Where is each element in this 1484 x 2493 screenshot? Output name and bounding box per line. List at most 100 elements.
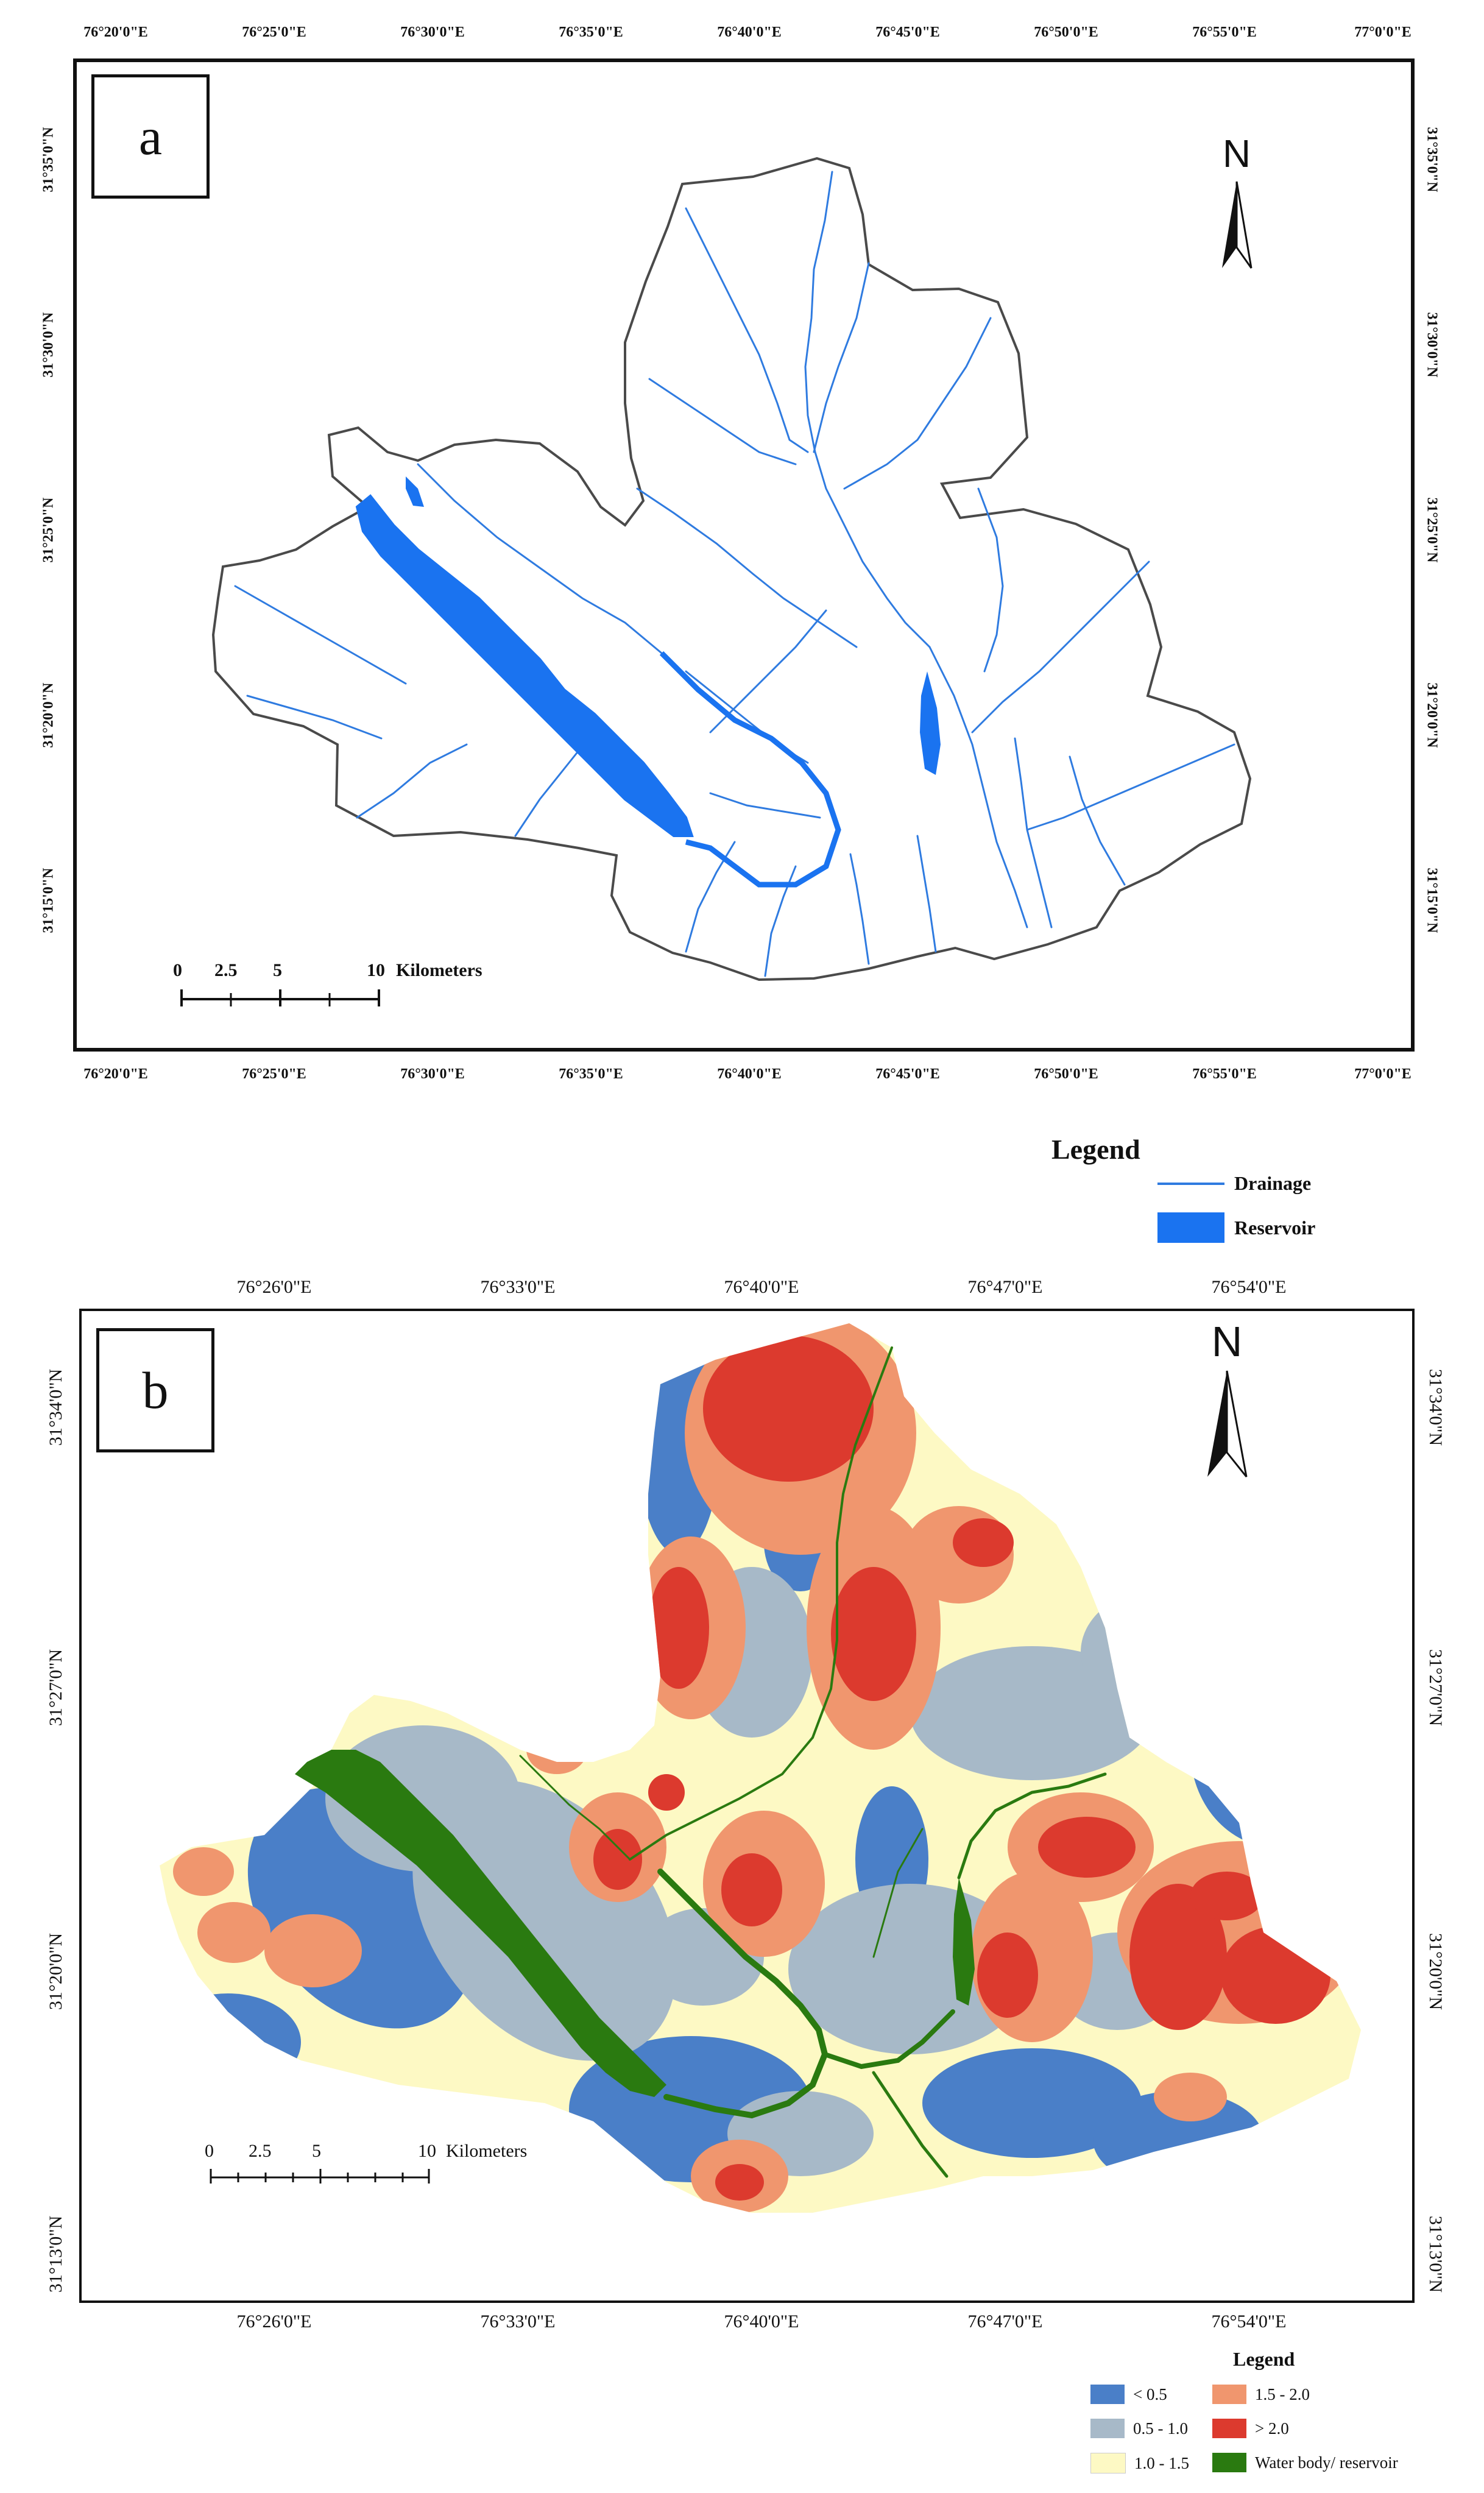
y-tick-label: 31°20'0"N bbox=[1426, 1933, 1446, 2010]
y-tick-label: 31°30'0"N bbox=[40, 312, 57, 378]
legend-label: < 0.5 bbox=[1133, 2385, 1167, 2403]
drainage-line bbox=[813, 262, 870, 453]
legend-swatch bbox=[1212, 2385, 1246, 2404]
x-tick-label: 76°47'0"E bbox=[967, 2311, 1043, 2332]
x-tick-label: 76°25'0"E bbox=[242, 1066, 306, 1082]
x-tick-label: 76°55'0"E bbox=[1192, 24, 1257, 40]
drainage-line bbox=[916, 835, 937, 953]
reservoir bbox=[355, 494, 694, 837]
reservoir bbox=[406, 476, 424, 507]
legend-title: Legend bbox=[1233, 2348, 1295, 2370]
x-tick-label: 76°45'0"E bbox=[875, 24, 940, 40]
legend-label: 1.5 - 2.0 bbox=[1255, 2385, 1310, 2403]
x-tick-label: 76°50'0"E bbox=[1034, 1066, 1098, 1082]
x-tick-label: 77°0'0"E bbox=[1354, 1066, 1412, 1082]
x-tick-label: 76°40'0"E bbox=[717, 24, 782, 40]
x-tick-label: 76°54'0"E bbox=[1211, 1277, 1287, 1297]
drainage-line bbox=[685, 207, 809, 453]
x-tick-label: 76°30'0"E bbox=[400, 1066, 465, 1082]
legend-title: Legend bbox=[1051, 1134, 1140, 1165]
y-tick-label: 31°15'0"N bbox=[1424, 868, 1440, 933]
legend-swatch bbox=[1090, 2385, 1125, 2404]
scale-label: 5 bbox=[312, 2141, 321, 2161]
legend-item: Water body/ reservoir bbox=[1212, 2453, 1398, 2472]
panel-b-label: b bbox=[96, 1328, 214, 1452]
x-tick-label: 76°20'0"E bbox=[83, 1066, 148, 1082]
x-tick-label: 76°25'0"E bbox=[242, 24, 306, 40]
legend-item: > 2.0 bbox=[1212, 2419, 1289, 2438]
legend-item: 1.5 - 2.0 bbox=[1212, 2385, 1310, 2404]
legend-item-drainage: Drainage bbox=[1157, 1172, 1311, 1195]
river-line bbox=[872, 1828, 924, 1958]
legend-label: Reservoir bbox=[1234, 1216, 1316, 1239]
y-tick-label: 31°25'0"N bbox=[1424, 497, 1440, 563]
river-line bbox=[872, 2071, 949, 2178]
watershed-boundary bbox=[211, 157, 1252, 981]
drainage-line bbox=[804, 171, 931, 648]
legend-label: > 2.0 bbox=[1255, 2419, 1289, 2438]
legend-label: Water body/ reservoir bbox=[1255, 2453, 1398, 2472]
drainage-line bbox=[977, 487, 1004, 673]
y-tick-label: 31°13'0"N bbox=[46, 2215, 66, 2293]
drainage-line bbox=[849, 853, 870, 965]
drainage-line bbox=[971, 560, 1150, 734]
scale-unit: Kilometers bbox=[396, 960, 482, 980]
drainage-line bbox=[648, 378, 797, 465]
y-tick-label: 31°15'0"N bbox=[40, 868, 57, 933]
river-line bbox=[811, 1346, 893, 1739]
drainage-line bbox=[709, 792, 821, 819]
x-tick-label: 76°40'0"E bbox=[724, 1277, 799, 1297]
y-tick-label: 31°35'0"N bbox=[1424, 127, 1440, 193]
main-river bbox=[659, 651, 841, 888]
x-tick-label: 76°55'0"E bbox=[1192, 1066, 1257, 1082]
river-line bbox=[822, 2009, 955, 2070]
reservoir bbox=[953, 1878, 975, 2006]
scale-label: 10 bbox=[418, 2141, 436, 2161]
panel-a-map-frame: N a 0 2.5 5 10 Kilometers bbox=[73, 58, 1415, 1052]
x-tick-label: 76°33'0"E bbox=[480, 1277, 556, 1297]
x-tick-label: 76°50'0"E bbox=[1034, 24, 1098, 40]
y-tick-label: 31°20'0"N bbox=[46, 1933, 66, 2010]
x-tick-label: 76°35'0"E bbox=[559, 24, 623, 40]
scale-label: 10 bbox=[367, 960, 385, 980]
legend-item: < 0.5 bbox=[1090, 2385, 1167, 2404]
scale-label: 2.5 bbox=[214, 960, 238, 980]
legend-swatch bbox=[1212, 2419, 1246, 2438]
scale-label: 2.5 bbox=[249, 2141, 272, 2161]
y-tick-label: 31°30'0"N bbox=[1424, 312, 1440, 378]
legend-label: Drainage bbox=[1234, 1172, 1312, 1194]
x-tick-label: 76°20'0"E bbox=[83, 24, 148, 40]
x-tick-label: 76°26'0"E bbox=[236, 1277, 312, 1297]
svg-text:N: N bbox=[1223, 132, 1251, 175]
x-tick-label: 76°35'0"E bbox=[559, 1066, 623, 1082]
x-tick-label: 76°45'0"E bbox=[875, 1066, 940, 1082]
y-tick-label: 31°20'0"N bbox=[1424, 682, 1440, 748]
y-tick-label: 31°20'0"N bbox=[40, 682, 57, 748]
legend-swatch bbox=[1090, 2453, 1126, 2474]
drainage-line bbox=[764, 865, 797, 977]
panel-b-scale-bar bbox=[210, 2169, 430, 2184]
x-tick-label: 76°33'0"E bbox=[480, 2311, 556, 2332]
scale-label: 0 bbox=[173, 960, 182, 980]
svg-text:N: N bbox=[1212, 1318, 1243, 1365]
drainage-network bbox=[234, 171, 1235, 977]
legend-item: 1.0 - 1.5 bbox=[1090, 2453, 1189, 2474]
drainage-line bbox=[1014, 737, 1053, 928]
river-line bbox=[657, 1869, 829, 2119]
drainage-line bbox=[843, 317, 992, 490]
y-tick-label: 31°13'0"N bbox=[1426, 2215, 1446, 2293]
scale-label: 5 bbox=[273, 960, 282, 980]
drainage-line bbox=[1026, 743, 1235, 831]
legend-swatch bbox=[1212, 2453, 1246, 2472]
reservoir-fill-swatch bbox=[1157, 1212, 1224, 1243]
legend-item-reservoir: Reservoir bbox=[1157, 1212, 1315, 1243]
y-tick-label: 31°34'0"N bbox=[1426, 1368, 1446, 1446]
scale-unit: Kilometers bbox=[446, 2141, 528, 2161]
legend-label: 0.5 - 1.0 bbox=[1133, 2419, 1188, 2438]
scale-label: 0 bbox=[205, 2141, 214, 2161]
panel-a-north-arrow: N bbox=[1222, 132, 1253, 269]
panel-a-map: N bbox=[180, 132, 1253, 1006]
legend-item: 0.5 - 1.0 bbox=[1090, 2419, 1188, 2438]
legend-swatch bbox=[1090, 2419, 1125, 2438]
drainage-line bbox=[514, 737, 590, 837]
